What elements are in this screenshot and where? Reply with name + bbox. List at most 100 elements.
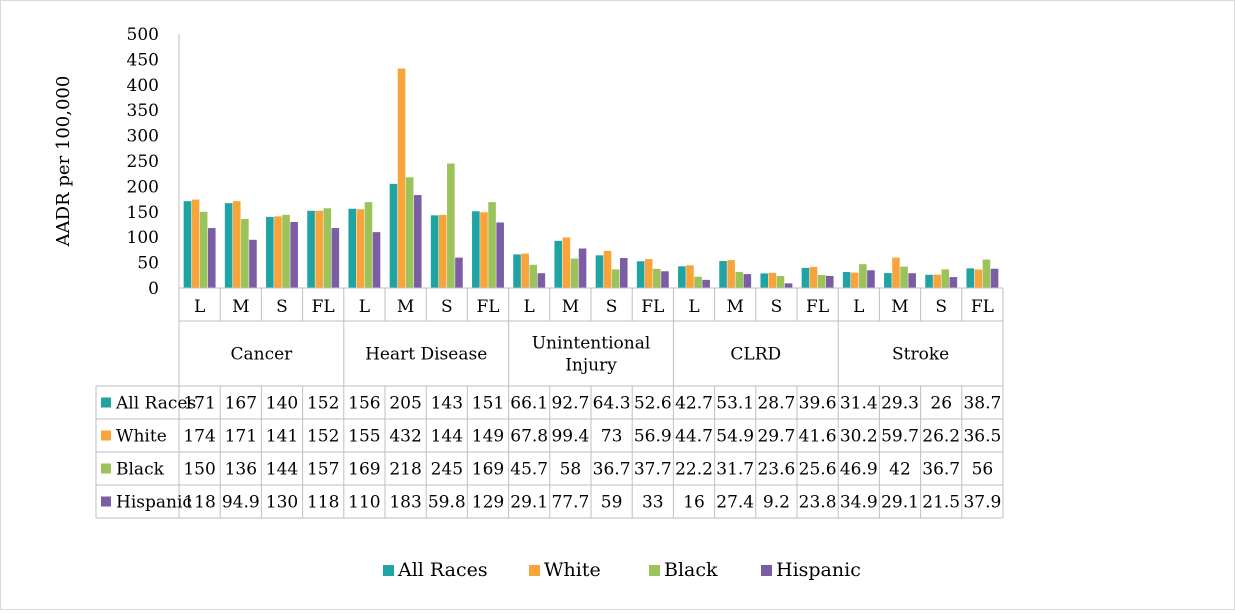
- bar: [908, 273, 916, 288]
- y-tick-label: 500: [127, 25, 159, 45]
- x-subcategory-label: M: [397, 297, 414, 317]
- data-label: 136: [225, 460, 257, 480]
- data-label: 99.4: [551, 427, 589, 447]
- data-label: 26: [930, 394, 952, 414]
- data-label: 41.6: [799, 427, 837, 447]
- data-label: 36.7: [922, 460, 960, 480]
- bar: [784, 283, 793, 288]
- data-label: 183: [389, 493, 421, 513]
- bar: [735, 271, 744, 288]
- bar: [941, 269, 950, 288]
- bar: [776, 276, 785, 288]
- bar: [266, 216, 274, 288]
- data-label: 218: [389, 460, 421, 480]
- data-label: 152: [307, 427, 339, 447]
- data-label: 27.4: [716, 493, 754, 513]
- x-subcategory-label: S: [606, 297, 618, 317]
- data-label: 44.7: [675, 427, 713, 447]
- data-label: 66.1: [510, 394, 548, 414]
- bar: [232, 201, 241, 288]
- bar: [884, 273, 892, 288]
- bar: [307, 210, 315, 288]
- x-group-label: Heart Disease: [365, 345, 487, 365]
- y-tick-label: 250: [127, 152, 159, 172]
- bar: [496, 222, 504, 288]
- table-legend-key: [101, 496, 111, 507]
- bar: [702, 279, 710, 288]
- bar: [768, 272, 777, 288]
- bar: [472, 211, 480, 288]
- data-label: 110: [348, 493, 380, 513]
- bar: [892, 257, 900, 288]
- bar: [356, 209, 365, 288]
- bar: [719, 261, 727, 288]
- bar: [554, 240, 563, 288]
- y-tick-label: 350: [127, 101, 159, 121]
- x-subcategory-label: S: [276, 297, 288, 317]
- data-label: 28.7: [757, 394, 795, 414]
- bar: [282, 214, 290, 288]
- x-subcategory-label: M: [562, 297, 579, 317]
- data-label: 38.7: [963, 394, 1001, 414]
- x-group-label: Injury: [565, 356, 617, 376]
- data-label: 64.3: [593, 394, 631, 414]
- bar: [513, 254, 521, 288]
- bar: [183, 201, 192, 288]
- data-label: 150: [183, 460, 215, 480]
- data-label: 23.6: [757, 460, 795, 480]
- bar: [290, 221, 298, 288]
- bar: [323, 208, 332, 288]
- bar: [578, 248, 587, 288]
- bar: [900, 266, 908, 288]
- data-label: 42: [889, 460, 911, 480]
- bar: [521, 253, 529, 288]
- x-subcategory-label: M: [726, 297, 743, 317]
- data-label: 59: [601, 493, 623, 513]
- bar: [191, 199, 200, 288]
- bar: [562, 237, 571, 288]
- bar: [842, 272, 851, 288]
- data-label: 155: [348, 427, 380, 447]
- y-axis-label: AADR per 100,000: [53, 76, 74, 248]
- data-label: 21.5: [922, 493, 960, 513]
- bar: [413, 195, 422, 288]
- bar: [817, 274, 826, 288]
- bar: [636, 261, 645, 288]
- data-label: 29.7: [757, 427, 795, 447]
- x-group-label: CLRD: [730, 345, 781, 365]
- bar: [825, 275, 834, 288]
- x-subcategory-label: FL: [312, 297, 335, 317]
- bar: [743, 274, 752, 288]
- data-label: 31.4: [840, 394, 878, 414]
- bar: [397, 68, 406, 288]
- data-label: 54.9: [716, 427, 754, 447]
- legend-key: [761, 565, 772, 576]
- x-subcategory-label: M: [232, 297, 249, 317]
- data-label: 37.9: [963, 493, 1001, 513]
- legend-key: [529, 565, 540, 576]
- x-group-label: Unintentional: [532, 334, 651, 354]
- bar: [331, 228, 340, 288]
- data-label: 53.1: [716, 394, 754, 414]
- x-subcategory-label: FL: [971, 297, 994, 317]
- bar: [727, 260, 735, 288]
- bar: [595, 255, 604, 288]
- data-label: 73: [601, 427, 623, 447]
- bar: [966, 268, 975, 288]
- bar: [364, 202, 373, 288]
- x-group-label: Stroke: [892, 345, 949, 365]
- bar: [809, 266, 818, 288]
- x-subcategory-label: S: [935, 297, 947, 317]
- data-label: 29.1: [881, 493, 919, 513]
- data-label: 67.8: [510, 427, 548, 447]
- data-label: 77.7: [551, 493, 589, 513]
- data-label: 174: [183, 427, 215, 447]
- data-label: 29.3: [881, 394, 919, 414]
- data-label: 22.2: [675, 460, 713, 480]
- data-label: 33: [642, 493, 664, 513]
- data-label: 16: [683, 493, 705, 513]
- bar: [859, 264, 867, 288]
- data-label: 46.9: [840, 460, 878, 480]
